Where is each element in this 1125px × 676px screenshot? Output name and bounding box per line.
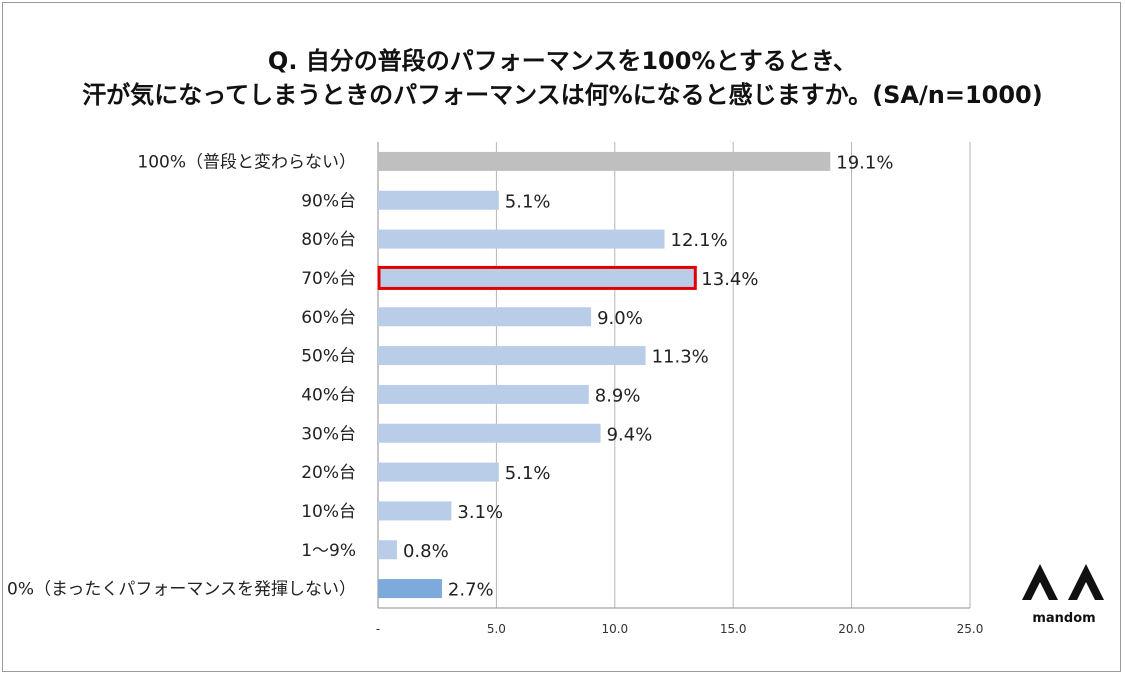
bar-9: [378, 501, 452, 521]
category-label: 100%（普段と変わらない）: [137, 152, 356, 172]
chart-title-line1: Q. 自分の普段のパフォーマンスを100%とするとき、: [267, 47, 858, 75]
bar-8: [378, 462, 499, 482]
x-tick-label: 20.0: [838, 622, 865, 636]
data-label: 9.4%: [607, 424, 653, 445]
x-tick-label: 10.0: [601, 622, 628, 636]
data-label: 12.1%: [671, 230, 728, 251]
data-label: 9.0%: [597, 308, 643, 329]
bar-5: [378, 346, 646, 366]
bar-1: [378, 190, 499, 210]
category-label: 40%台: [301, 385, 356, 405]
highlight-outline: [377, 265, 697, 290]
bar-4: [378, 307, 592, 327]
x-tick-label: -: [376, 622, 380, 636]
data-label: 19.1%: [836, 152, 893, 173]
bar-10: [378, 540, 397, 560]
data-label: 3.1%: [457, 502, 503, 523]
data-label: 13.4%: [701, 269, 758, 290]
x-tick-label: 5.0: [487, 622, 506, 636]
bar-6: [378, 384, 589, 404]
data-label: 8.9%: [595, 385, 641, 406]
category-label: 60%台: [301, 308, 356, 328]
x-tick-label: 15.0: [720, 622, 747, 636]
bar-3: [378, 268, 696, 288]
mandom-logo-icon: [1022, 564, 1104, 600]
category-label: 70%台: [301, 269, 356, 289]
bar-11: [378, 579, 442, 599]
x-tick-label: 25.0: [957, 622, 984, 636]
category-label: 1～9%: [301, 541, 356, 561]
data-label: 5.1%: [505, 463, 551, 484]
bar-2: [378, 229, 665, 249]
data-label: 11.3%: [652, 347, 709, 368]
brand-name: mandom: [1032, 611, 1096, 626]
category-label: 0%（まったくパフォーマンスを発揮しない）: [7, 580, 356, 600]
category-label: 30%台: [301, 424, 356, 444]
category-label: 80%台: [301, 230, 356, 250]
category-label: 90%台: [301, 191, 356, 211]
bar-7: [378, 423, 601, 443]
data-label: 2.7%: [448, 580, 494, 601]
bar-0: [378, 151, 831, 171]
category-label: 10%台: [301, 502, 356, 522]
category-label: 20%台: [301, 463, 356, 483]
data-label: 5.1%: [505, 191, 551, 212]
data-label: 0.8%: [403, 541, 449, 562]
chart-title-line2: 汗が気になってしまうときのパフォーマンスは何%になると感じますか。(SA/n=1…: [82, 81, 1043, 109]
category-label: 50%台: [301, 347, 356, 367]
